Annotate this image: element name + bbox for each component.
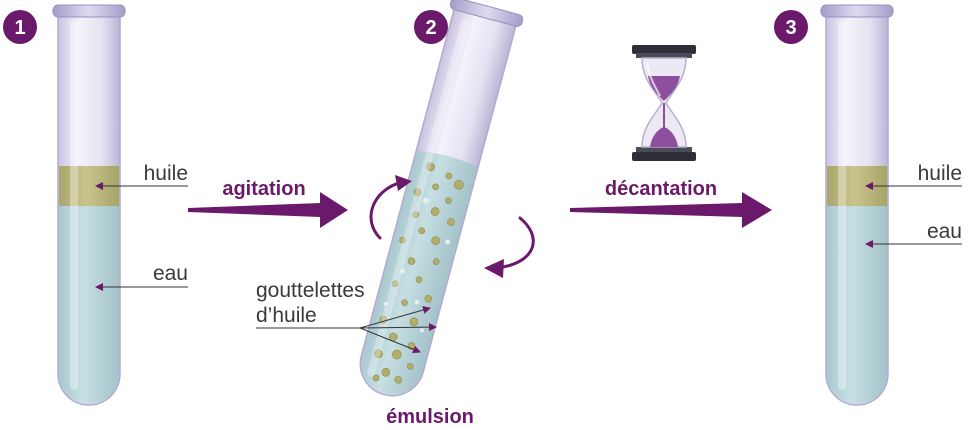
step-1-number: 1 [14,17,25,39]
droplets-label-line2: d’huile [256,304,317,327]
oil-label-3: huile [918,162,962,185]
test-tube-2 [359,0,524,397]
emulsion-liquid [361,150,478,395]
emulsion-label: émulsion [386,406,474,428]
step-2-number: 2 [425,17,436,39]
oil-label-1: huile [144,162,188,185]
step-2: 2 [256,0,535,428]
droplets-label-line1: gouttelettes [256,279,365,302]
droplets-pointer-c [359,327,421,354]
decantation-label: décantation [605,178,717,200]
agitation-label: agitation [222,178,305,200]
rotation-arrows-icon [369,175,535,278]
decantation-arrow: décantation [570,178,772,228]
step-3: 3 huile eau [774,4,962,406]
water-layer-1 [59,205,119,404]
test-tube-1 [52,4,126,406]
step-3-badge: 3 [774,10,808,44]
hourglass-icon [632,45,696,161]
water-layer-3 [827,205,887,404]
step-2-badge: 2 [414,10,448,44]
droplets-pointer-b [359,323,437,332]
agitation-arrow: agitation [188,178,348,228]
test-tube-3 [820,4,894,406]
water-label-1: eau [153,262,188,285]
step-3-number: 3 [785,17,796,39]
droplets-pointer-a [359,306,431,329]
step-1: 1 huile eau [3,4,188,406]
water-label-3: eau [927,220,962,243]
step-1-badge: 1 [3,10,37,44]
